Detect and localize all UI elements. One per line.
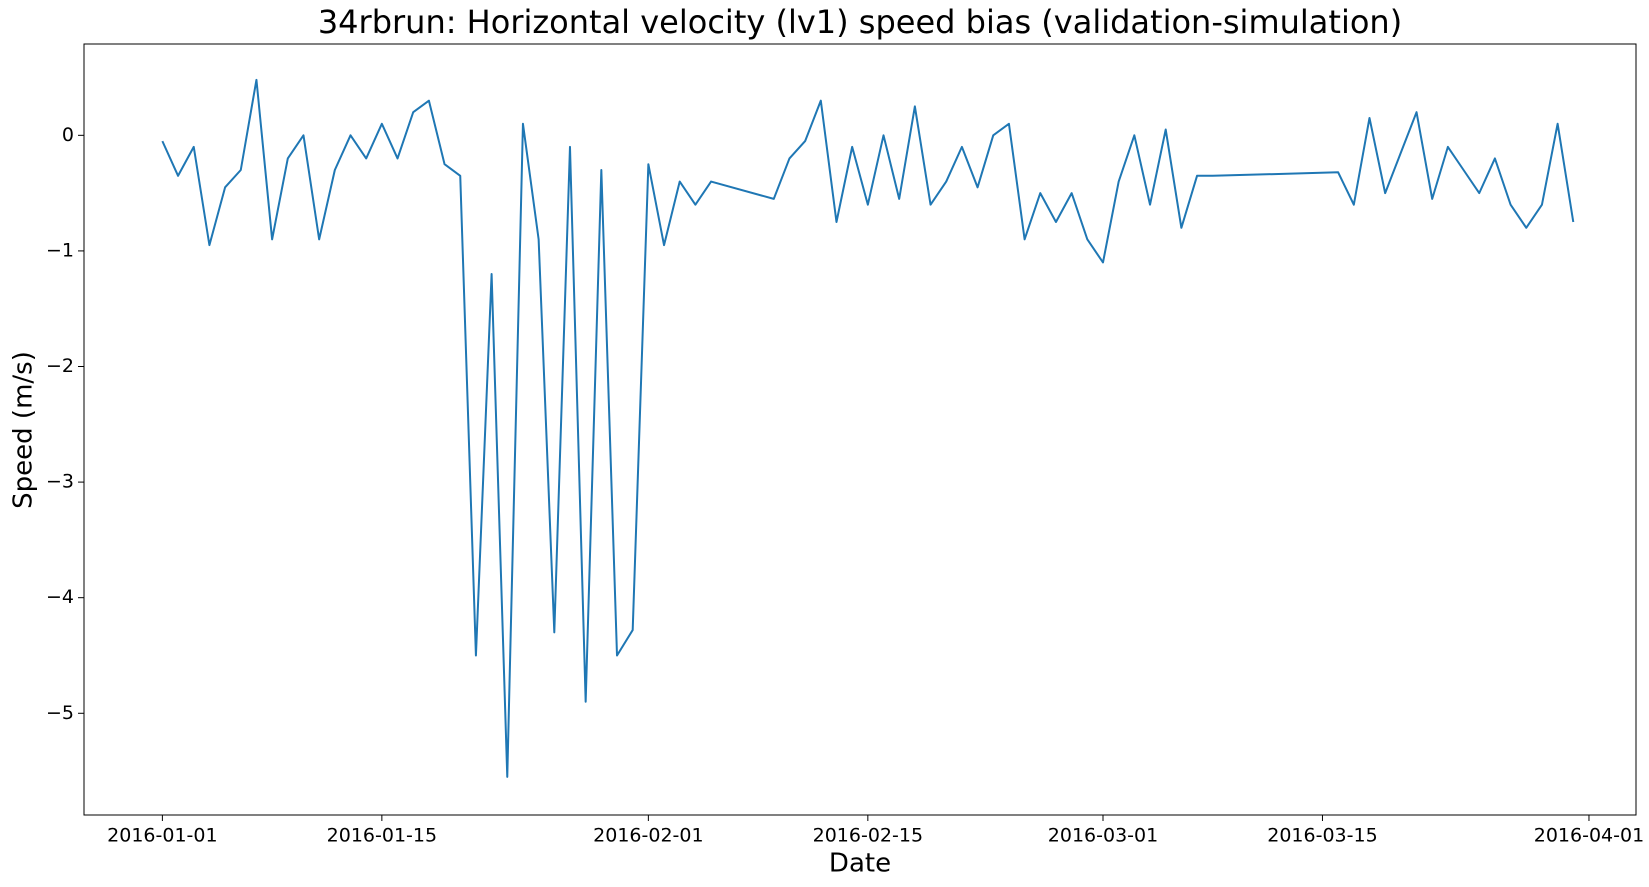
x-tick-label: 2016-02-01: [593, 825, 703, 847]
x-tick-label: 2016-03-15: [1267, 825, 1377, 847]
y-tick-label: 0: [62, 124, 74, 146]
x-tick-label: 2016-01-01: [107, 825, 217, 847]
y-tick-label: −5: [46, 702, 74, 724]
data-line: [161, 78, 1575, 778]
x-tick-label: 2016-02-15: [813, 825, 923, 847]
x-tick-label: 2016-04-01: [1534, 825, 1644, 847]
y-tick-label: −4: [46, 586, 74, 608]
x-tick-label: 2016-01-15: [327, 825, 437, 847]
y-tick-label: −1: [46, 239, 74, 261]
y-tick-label: −3: [46, 471, 74, 493]
y-axis-label: Speed (m/s): [9, 351, 39, 509]
plot-frame: [83, 43, 1637, 816]
x-axis-label: Date: [829, 849, 891, 879]
y-tick-label: −2: [46, 355, 74, 377]
chart-title: 34rbrun: Horizontal velocity (lv1) speed…: [318, 3, 1402, 41]
x-tick-label: 2016-03-01: [1048, 825, 1158, 847]
